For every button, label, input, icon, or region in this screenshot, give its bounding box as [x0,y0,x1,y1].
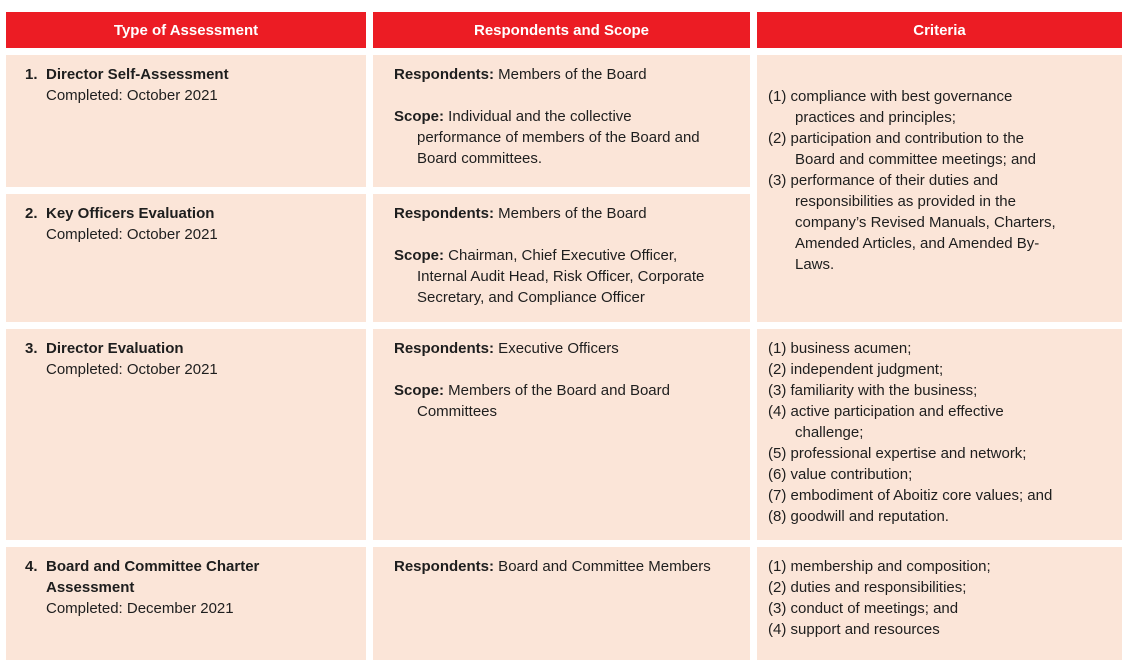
criteria-item: (5) professional expertise and network; [768,443,1116,464]
row2-respondents: Respondents: Members of the Board [394,203,742,224]
row3-respondents-label: Respondents: [394,340,495,357]
row3-number: 3. [25,340,38,357]
criteria-item: (4) active participation and effective c… [768,401,1116,443]
column-header-type-of-assessment: Type of Assessment [6,12,366,48]
criteria-item: (6) value contribution; [768,464,1116,485]
row3-title: Director Evaluation [46,340,184,357]
row1-respondents-label: Respondents: [394,66,495,83]
criteria-item: (8) goodwill and reputation. [768,506,1116,527]
row2-type-cell: 2. Key Officers Evaluation Completed: Oc… [6,194,366,322]
row4-completed-date: Completed: December 2021 [46,600,234,617]
row4-respondents-label: Respondents: [394,558,495,575]
row1-scope-value: Individual and the collective performanc… [417,108,700,167]
criteria-item: (3) conduct of meetings; and [768,598,1116,619]
row2-respondents-value: Members of the Board [494,205,647,222]
row2-type-text: Key Officers Evaluation Completed: Octob… [46,203,218,245]
criteria-item-text: independent judgment; [786,361,944,378]
criteria-item-text: business acumen; [786,340,912,357]
row3-respondents-scope-cell: Respondents: Executive Officers Scope: M… [373,329,750,540]
criteria-item-text: membership and composition; [786,558,991,575]
criteria-item-number: (1) [768,88,787,105]
row4-respondents: Respondents: Board and Committee Members [394,556,742,577]
criteria-item-number: (4) [768,403,787,420]
criteria-item: (1) business acumen; [768,338,1116,359]
criteria-item-number: (3) [768,172,787,189]
row4-respondents-scope-cell: Respondents: Board and Committee Members [373,547,750,660]
assessment-table: Type of Assessment Respondents and Scope… [6,12,1122,660]
criteria-item: (4) support and resources [768,619,1116,640]
criteria-item-number: (3) [768,382,787,399]
criteria-item-number: (2) [768,361,787,378]
row4-type-text: Board and Committee Charter Assessment C… [46,556,259,619]
row1-respondents: Respondents: Members of the Board [394,64,742,85]
criteria-item-number: (4) [768,621,787,638]
row1-respondents-value: Members of the Board [494,66,647,83]
criteria-item: (1) membership and composition; [768,556,1116,577]
criteria-item-number: (8) [768,508,787,525]
row1-number: 1. [25,66,38,83]
row3-type-cell: 3. Director Evaluation Completed: Octobe… [6,329,366,540]
criteria-item: (7) embodiment of Aboitiz core values; a… [768,485,1116,506]
criteria-item: (2) independent judgment; [768,359,1116,380]
criteria-item-text: compliance with best governance practice… [790,88,1013,126]
criteria-item-number: (2) [768,579,787,596]
criteria-item-text: familiarity with the business; [786,382,978,399]
row2-number: 2. [25,205,38,222]
row3-respondents-value: Executive Officers [494,340,619,357]
row2-scope-label: Scope: [394,247,445,264]
criteria-cell-row-4: (1) membership and composition; (2) duti… [757,547,1122,660]
row4-respondents-value: Board and Committee Members [494,558,711,575]
row3-type-text: Director Evaluation Completed: October 2… [46,338,218,380]
row1-type-cell: 1. Director Self-Assessment Completed: O… [6,55,366,187]
criteria-item-number: (1) [768,340,787,357]
column-header-criteria: Criteria [757,12,1122,48]
criteria-item: (3) performance of their duties and resp… [768,170,1116,275]
criteria-item-text: participation and contribution to the Bo… [790,130,1036,168]
criteria-item: (2) participation and contribution to th… [768,128,1116,170]
row1-scope-label: Scope: [394,108,445,125]
row4-title: Board and Committee Charter Assessment [46,558,260,596]
row2-completed-date: Completed: October 2021 [46,226,218,243]
row2-respondents-scope-cell: Respondents: Members of the Board Scope:… [373,194,750,322]
row3-scope: Scope: Members of the Board and Board Co… [394,380,742,422]
row1-completed-date: Completed: October 2021 [46,87,218,104]
criteria-item-number: (1) [768,558,787,575]
criteria-item-text: embodiment of Aboitiz core values; and [786,487,1053,504]
criteria-item-number: (2) [768,130,787,147]
row3-scope-value: Members of the Board and Board Committee… [417,382,670,420]
criteria-item-text: active participation and effective chall… [790,403,1004,441]
criteria-item-text: performance of their duties and responsi… [790,172,1056,273]
criteria-item-number: (5) [768,445,787,462]
criteria-item: (2) duties and responsibilities; [768,577,1116,598]
row2-scope-value: Chairman, Chief Executive Officer, Inter… [417,247,705,306]
criteria-item-text: goodwill and reputation. [786,508,949,525]
row3-completed-date: Completed: October 2021 [46,361,218,378]
criteria-item-number: (7) [768,487,787,504]
criteria-item-text: duties and responsibilities; [786,579,967,596]
column-header-respondents-and-scope: Respondents and Scope [373,12,750,48]
row2-scope: Scope: Chairman, Chief Executive Officer… [394,245,742,308]
row1-respondents-scope-cell: Respondents: Members of the Board Scope:… [373,55,750,187]
criteria-item-text: value contribution; [786,466,913,483]
criteria-cell-row-3: (1) business acumen; (2) independent jud… [757,329,1122,540]
row2-respondents-label: Respondents: [394,205,495,222]
row1-scope: Scope: Individual and the collective per… [394,106,742,169]
row2-title: Key Officers Evaluation [46,205,215,222]
criteria-item-number: (3) [768,600,787,617]
row4-number: 4. [25,558,38,575]
criteria-item: (3) familiarity with the business; [768,380,1116,401]
criteria-item-text: support and resources [786,621,940,638]
row1-type-text: Director Self-Assessment Completed: Octo… [46,64,229,106]
row3-respondents: Respondents: Executive Officers [394,338,742,359]
criteria-item-number: (6) [768,466,787,483]
criteria-item: (1) compliance with best governance prac… [768,86,1116,128]
row1-title: Director Self-Assessment [46,66,229,83]
criteria-item-text: conduct of meetings; and [786,600,959,617]
criteria-cell-rows-1-2: (1) compliance with best governance prac… [757,55,1122,322]
row3-scope-label: Scope: [394,382,445,399]
criteria-item-text: professional expertise and network; [786,445,1027,462]
row4-type-cell: 4. Board and Committee Charter Assessmen… [6,547,366,660]
